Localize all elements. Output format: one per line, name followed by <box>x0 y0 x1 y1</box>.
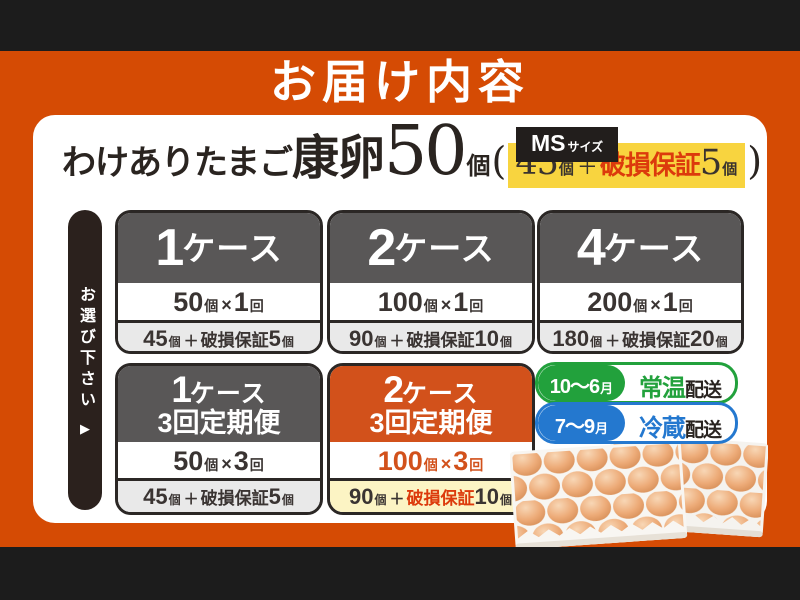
size-badge: MS サイズ <box>516 127 619 162</box>
breakdown-bonus-unit: 個 <box>722 160 738 178</box>
option-title: 2 ケース <box>330 213 532 283</box>
shipping-method: 冷蔵 配送 <box>638 415 722 442</box>
option-breakdown: 90 個＋破損保証 10 個 <box>330 478 532 512</box>
letterbox-top <box>0 0 800 51</box>
shipping-chilled-badge: 7〜9 月 冷蔵 配送 <box>535 402 738 444</box>
option-breakdown: 90 個＋破損保証 10 個 <box>330 320 532 351</box>
choose-prompt-label: お選び下さい <box>77 285 94 412</box>
shipping-ambient-badge: 10〜6 月 常温 配送 <box>535 362 738 404</box>
option-1-case[interactable]: 1 ケース 50 個 × 1 回 45 個＋破損保証 5 個 <box>115 210 323 354</box>
option-breakdown: 180 個＋破損保証 20 個 <box>540 320 741 351</box>
option-title: 1 ケース 3回定期便 <box>118 366 320 442</box>
option-title: 2 ケース 3回定期便 <box>330 366 532 442</box>
option-title: 1 ケース <box>118 213 320 283</box>
option-1-case-subscription[interactable]: 1 ケース 3回定期便 50 個 × 3 回 45 個＋破損保証 5 個 <box>115 363 323 515</box>
breakdown-bonus-count: 5 <box>699 143 722 183</box>
shipping-period: 7〜9 月 <box>538 405 625 441</box>
option-quantity: 100 個 × 3 回 <box>330 442 532 478</box>
paren-open: ( <box>491 139 507 183</box>
option-2-case[interactable]: 2 ケース 100 個 × 1 回 90 個＋破損保証 10 個 <box>327 210 535 354</box>
size-badge-suffix: サイズ <box>567 140 604 154</box>
option-quantity: 50 個 × 1 回 <box>118 283 320 320</box>
option-quantity: 50 個 × 3 回 <box>118 442 320 478</box>
option-title: 4 ケース <box>540 213 741 283</box>
egg-tray-photo <box>510 436 768 548</box>
option-quantity: 100 個 × 1 回 <box>330 283 532 320</box>
choose-prompt-bar: お選び下さい ▶ <box>68 210 102 510</box>
shipping-method: 常温 配送 <box>638 375 722 402</box>
product-name-prefix: わけありたまご <box>62 143 293 183</box>
paren-close: ) <box>747 139 763 183</box>
option-breakdown: 45 個＋破損保証 5 個 <box>118 478 320 512</box>
breakdown-base-unit: 個 <box>558 160 574 178</box>
letterbox-bottom <box>0 547 800 600</box>
page-title: お届け内容 <box>270 55 530 109</box>
option-breakdown: 45 個＋破損保証 5 個 <box>118 320 320 351</box>
product-total-unit: 個 <box>466 151 491 180</box>
product-total-count: 50 <box>383 112 468 191</box>
size-badge-main: MS <box>531 130 566 156</box>
product-brand: 康卵 <box>291 131 385 186</box>
option-quantity: 200 個 × 1 回 <box>540 283 741 320</box>
right-arrow-icon: ▶ <box>80 420 90 436</box>
shipping-period: 10〜6 月 <box>538 365 625 401</box>
option-4-case[interactable]: 4 ケース 200 個 × 1 回 180 個＋破損保証 20 個 <box>537 210 744 354</box>
product-title: わけありたまご 康卵 50 個 ( 45 個＋破損保証 5 個 ) <box>62 118 763 202</box>
option-2-case-subscription[interactable]: 2 ケース 3回定期便 100 個 × 3 回 90 個＋破損保証 10 個 <box>327 363 535 515</box>
